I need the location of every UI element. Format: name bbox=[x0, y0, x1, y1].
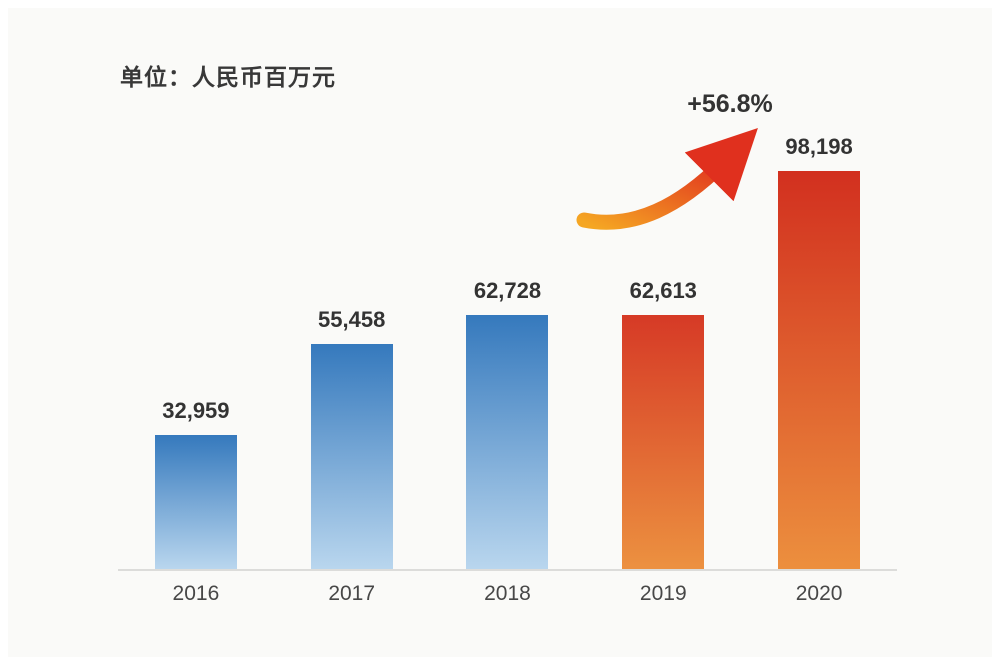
bar-2018 bbox=[466, 315, 549, 569]
x-axis-labels: 2016 2017 2018 2019 2020 bbox=[118, 582, 897, 606]
bar-column-2019: 62,613 bbox=[621, 278, 705, 569]
bar-column-2017: 55,458 bbox=[310, 307, 394, 569]
bars-area: 32,959 55,458 62,728 62,613 98,198 bbox=[118, 0, 897, 569]
x-axis-label-2019: 2019 bbox=[639, 582, 687, 605]
bar-value-label: 32,959 bbox=[162, 398, 230, 423]
x-axis-label-2016: 2016 bbox=[172, 582, 220, 605]
x-axis-label-2020: 2020 bbox=[795, 582, 843, 605]
growth-arrow-icon bbox=[572, 118, 772, 236]
bar-2020 bbox=[778, 171, 861, 569]
x-axis-label-2017: 2017 bbox=[328, 582, 376, 605]
bar-2017 bbox=[310, 344, 393, 569]
unit-label: 单位：人民币百万元 bbox=[120, 64, 336, 90]
bar-column-2018: 62,728 bbox=[465, 278, 549, 569]
bar-2019 bbox=[622, 315, 705, 569]
bar-value-label: 55,458 bbox=[318, 307, 386, 332]
x-axis-label-2018: 2018 bbox=[484, 582, 531, 605]
growth-annotation: +56.8% bbox=[687, 90, 773, 118]
bar-value-label: 62,728 bbox=[473, 278, 542, 303]
bar-value-label: 62,613 bbox=[629, 278, 697, 303]
bar-2016 bbox=[154, 435, 237, 569]
bar-column-2020: 98,198 bbox=[777, 134, 861, 569]
bar-column-2016: 32,959 bbox=[154, 398, 238, 569]
bar-value-label: 98,198 bbox=[785, 134, 853, 159]
x-axis-line bbox=[118, 569, 897, 571]
